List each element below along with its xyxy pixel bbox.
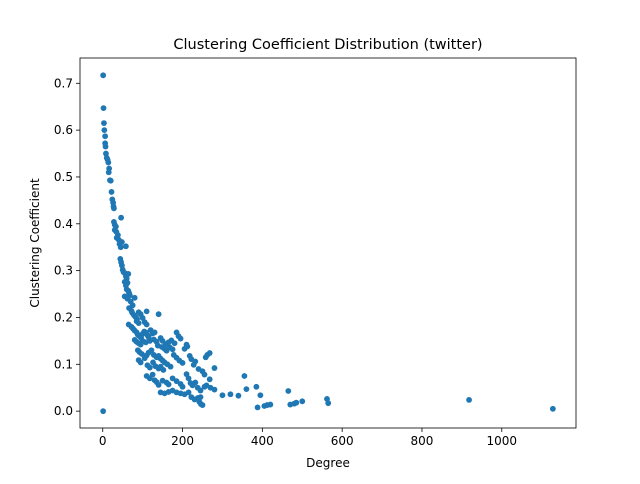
data-point (102, 133, 109, 140)
data-point (101, 127, 108, 134)
data-point (235, 392, 242, 399)
y-tick-label: 0.3 (54, 264, 73, 278)
data-point (177, 335, 184, 342)
data-point (149, 371, 156, 378)
data-point (105, 159, 112, 166)
data-point (206, 376, 213, 383)
y-tick-label: 0.1 (54, 357, 73, 371)
data-point (201, 371, 208, 378)
data-point (227, 391, 234, 398)
data-point (192, 358, 199, 365)
y-axis: 0.0 0.1 0.2 0.3 0.4 0.5 0.6 0.7 (54, 76, 80, 418)
data-point (100, 408, 107, 415)
data-point (466, 397, 472, 403)
data-point (135, 320, 142, 326)
data-point (102, 143, 109, 150)
data-point (197, 394, 204, 400)
y-tick-label: 0.5 (54, 170, 73, 184)
data-point (146, 364, 153, 371)
data-point (138, 351, 145, 357)
data-point (549, 405, 556, 412)
data-point (122, 243, 129, 250)
data-point (241, 373, 248, 379)
x-tick-label: 800 (411, 434, 434, 448)
data-point (137, 359, 144, 366)
data-point (160, 367, 167, 373)
data-point (105, 169, 112, 176)
y-tick-label: 0.0 (54, 404, 73, 418)
x-tick-label: 0 (99, 434, 107, 448)
data-point (100, 105, 107, 112)
data-point (125, 271, 132, 277)
data-point (179, 360, 186, 366)
chart-title: Clustering Coefficient Distribution (twi… (173, 37, 482, 53)
data-point (253, 383, 260, 390)
x-tick-label: 600 (331, 434, 354, 448)
data-point (119, 239, 125, 245)
data-point (141, 355, 148, 362)
data-points (100, 72, 556, 415)
data-point (143, 308, 150, 315)
data-point (165, 381, 172, 388)
data-point (184, 343, 191, 350)
x-tick-label: 400 (251, 434, 274, 448)
data-point (151, 329, 158, 336)
plot-frame (79, 57, 577, 429)
y-tick-label: 0.4 (54, 217, 73, 231)
data-point (167, 363, 174, 370)
data-point (155, 311, 162, 318)
y-axis-label: Clustering Coefficient (28, 178, 42, 308)
data-point (267, 401, 274, 408)
data-point (257, 392, 264, 399)
data-point (131, 294, 138, 301)
data-point (111, 205, 117, 212)
data-point (100, 72, 107, 79)
data-point (206, 350, 213, 356)
data-point (199, 402, 206, 408)
data-point (325, 400, 332, 407)
data-point (293, 399, 300, 406)
x-tick-label: 1000 (487, 434, 518, 448)
y-tick-label: 0.6 (54, 123, 73, 137)
data-point (285, 388, 292, 394)
data-point (179, 383, 186, 390)
data-point (185, 389, 192, 396)
data-point (243, 386, 250, 393)
data-point (197, 387, 204, 394)
x-tick-label: 200 (171, 434, 194, 448)
data-point (211, 386, 218, 393)
data-point (254, 404, 261, 411)
data-point (299, 398, 306, 405)
data-point (118, 214, 124, 221)
data-point (155, 382, 162, 388)
data-point (192, 379, 199, 386)
data-point (219, 392, 226, 399)
data-point (101, 120, 107, 126)
data-point (171, 340, 178, 347)
x-axis-label: Degree (306, 456, 350, 470)
data-point (107, 177, 114, 184)
data-point (148, 347, 155, 354)
y-tick-label: 0.7 (54, 76, 73, 90)
data-point (185, 375, 192, 382)
data-point (117, 244, 124, 251)
data-point (211, 365, 218, 371)
y-tick-label: 0.2 (54, 310, 73, 324)
data-point (143, 321, 150, 328)
data-point (108, 189, 115, 195)
data-point (169, 346, 176, 353)
x-axis: 0 200 400 600 800 1000 (99, 428, 517, 448)
